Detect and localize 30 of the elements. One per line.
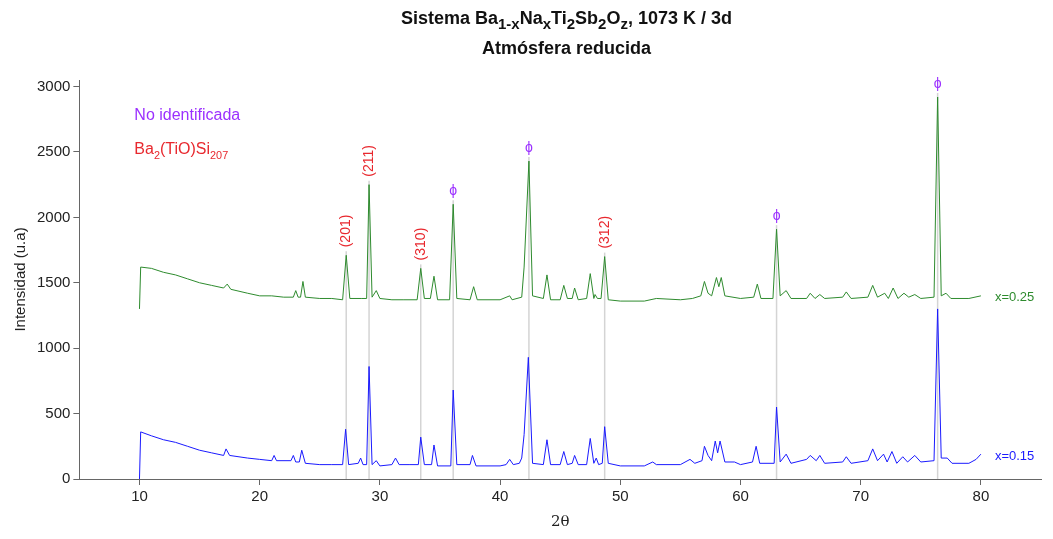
x-axis-title: 2θ [550,511,570,530]
y-axis-title: Intensidad (u.a) [11,227,29,332]
x-tick-label: 40 [491,487,509,505]
annotation: ϕ [449,182,458,199]
y-tick-label: 2000 [36,207,71,225]
y-tick-label: 3000 [36,76,71,94]
annotation: ϕ [933,74,942,91]
chart-subtitle: Atmósfera reducida [480,36,653,60]
annotation: (312) [595,215,612,249]
y-tick-label: 2500 [36,142,71,160]
annotation: (310) [411,227,428,261]
x-tick-label: 60 [732,487,749,505]
y-tick-label: 500 [45,403,71,421]
series-label: x=0.15 [994,447,1035,463]
x-tick-label: 70 [852,487,870,505]
x-tick-label: 20 [251,487,269,505]
annotation: ϕ [525,138,534,155]
y-tick-label: 1000 [36,338,71,356]
x-tick-label: 10 [131,487,148,505]
y-tick-label: 0 [62,469,71,487]
annotation: (201) [337,214,354,248]
annotation: No identificada [134,106,241,123]
x-tick-label: 50 [611,487,629,505]
y-tick-label: 1500 [36,272,71,290]
annotation: ϕ [772,206,781,223]
chart-title: Sistema Ba$_{1-x}$Na$_{x}$Ti$_{2}$Sb$_{2}$O$_{z}$, 1073 K / 3d [400,8,733,32]
annotation: (211) [359,145,376,177]
x-tick-label: 30 [371,487,389,505]
series-label: x=0.25 [994,289,1035,305]
x-tick-label: 80 [972,487,990,505]
